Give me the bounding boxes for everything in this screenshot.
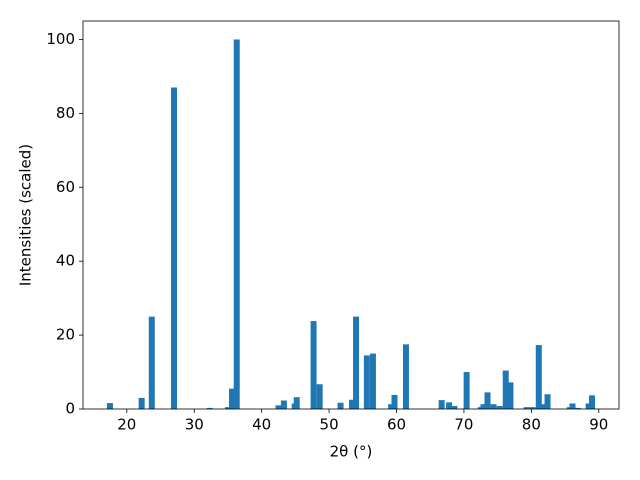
bar — [353, 316, 360, 409]
bar — [523, 407, 530, 409]
y-tick-label: 20 — [56, 326, 75, 344]
bar — [293, 397, 300, 409]
bar — [496, 406, 503, 409]
bar — [507, 382, 514, 409]
bar — [490, 404, 497, 409]
x-tick-label: 90 — [589, 416, 608, 434]
bar — [446, 402, 453, 409]
x-tick-label: 20 — [117, 416, 136, 434]
bar — [388, 404, 395, 409]
y-axis-label: Intensities (scaled) — [17, 144, 35, 286]
bar — [171, 87, 178, 409]
y-tick-label: 80 — [56, 104, 75, 122]
bar — [540, 404, 547, 409]
bar — [310, 321, 317, 409]
bar — [349, 399, 356, 409]
x-tick-label: 30 — [185, 416, 204, 434]
y-tick-label: 100 — [46, 30, 75, 48]
bar — [229, 388, 236, 409]
x-tick-label: 50 — [320, 416, 339, 434]
x-tick-label: 40 — [252, 416, 271, 434]
bar — [451, 406, 458, 409]
bar — [502, 370, 509, 409]
bar — [224, 407, 231, 409]
bar — [233, 39, 240, 409]
bar — [438, 400, 445, 409]
bar — [369, 353, 376, 409]
bar — [544, 394, 551, 409]
x-tick-label: 70 — [454, 416, 473, 434]
bar — [585, 403, 592, 409]
bar — [484, 392, 491, 409]
bar — [480, 404, 487, 409]
y-tick-label: 60 — [56, 178, 75, 196]
bar — [574, 407, 581, 409]
bar — [206, 407, 213, 409]
plot-frame — [82, 20, 620, 410]
bar — [402, 344, 409, 409]
bar — [316, 384, 323, 409]
bar — [148, 316, 155, 409]
x-axis-label: 2θ (°) — [330, 443, 373, 461]
bar — [529, 407, 536, 409]
bar — [463, 372, 470, 409]
bar — [589, 395, 596, 409]
y-tick-label: 40 — [56, 252, 75, 270]
bar — [337, 402, 344, 409]
x-tick-label: 80 — [522, 416, 541, 434]
bar — [363, 355, 370, 409]
bar — [535, 345, 542, 409]
bar — [106, 403, 113, 409]
bar — [138, 397, 145, 409]
bar — [275, 405, 282, 409]
bar — [569, 403, 576, 409]
bar — [280, 400, 287, 409]
x-tick-label: 60 — [387, 416, 406, 434]
bar — [391, 394, 398, 409]
y-tick-label: 0 — [65, 400, 75, 418]
